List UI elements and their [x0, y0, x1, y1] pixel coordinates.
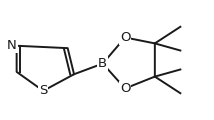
Text: B: B	[98, 57, 107, 70]
Text: S: S	[39, 84, 48, 97]
Text: O: O	[120, 31, 130, 44]
Text: N: N	[7, 39, 17, 52]
Text: O: O	[120, 82, 130, 95]
